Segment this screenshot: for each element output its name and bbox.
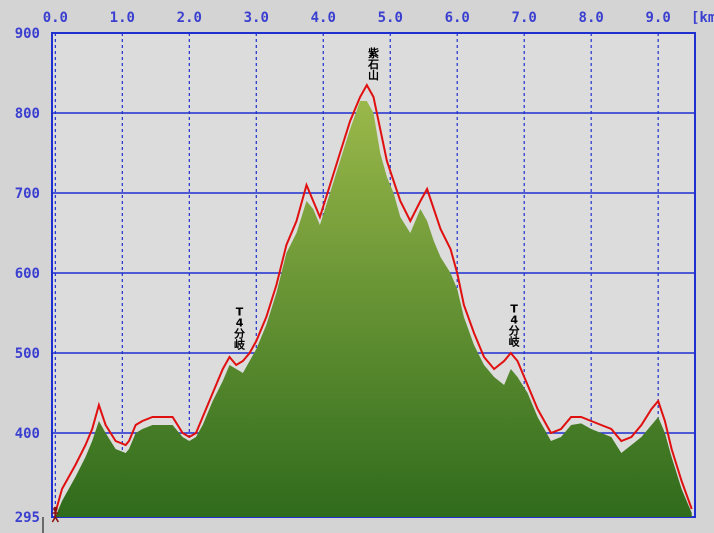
y-tick-label: 600 bbox=[15, 266, 40, 282]
y-axis-ticks: 900 800 700 600 500 400 295 bbox=[15, 26, 40, 526]
annotations: T 4 分岐 T 4 分岐 紫石山 bbox=[234, 46, 521, 352]
hiker-icon bbox=[51, 506, 60, 523]
y-tick-label: 800 bbox=[15, 106, 40, 122]
y-tick-label: 295 bbox=[15, 510, 40, 526]
x-tick-label: 4.0 bbox=[311, 10, 336, 26]
peak-annotation: 紫石山 bbox=[367, 46, 379, 82]
start-marker bbox=[51, 506, 60, 523]
annotation-label: 紫石山 bbox=[367, 46, 379, 82]
annotation-label: T 4 分岐 bbox=[509, 302, 521, 348]
x-axis-ticks: 0.0 1.0 2.0 3.0 4.0 5.0 6.0 7.0 8.0 9.0 bbox=[43, 10, 671, 26]
x-tick-label: 3.0 bbox=[244, 10, 269, 26]
x-tick-label: 0.0 bbox=[43, 10, 68, 26]
x-tick-label: 7.0 bbox=[512, 10, 537, 26]
x-tick-label: 9.0 bbox=[646, 10, 671, 26]
x-tick-label: 6.0 bbox=[445, 10, 470, 26]
annotation-label: T 4 分岐 bbox=[234, 306, 246, 352]
y-tick-label: 900 bbox=[15, 26, 40, 42]
y-tick-label: 400 bbox=[15, 426, 40, 442]
peak-annotation: T 4 分岐 bbox=[234, 306, 246, 352]
x-tick-label: 5.0 bbox=[378, 10, 403, 26]
x-tick-label: 8.0 bbox=[579, 10, 604, 26]
terrain-area bbox=[55, 101, 692, 517]
y-tick-label: 500 bbox=[15, 346, 40, 362]
route-line bbox=[54, 82, 693, 514]
x-tick-label: 2.0 bbox=[177, 10, 202, 26]
peak-annotation: T 4 分岐 bbox=[509, 302, 521, 348]
y-tick-label: 700 bbox=[15, 186, 40, 202]
x-axis-unit: [km] bbox=[691, 10, 714, 26]
x-tick-label: 1.0 bbox=[110, 10, 135, 26]
